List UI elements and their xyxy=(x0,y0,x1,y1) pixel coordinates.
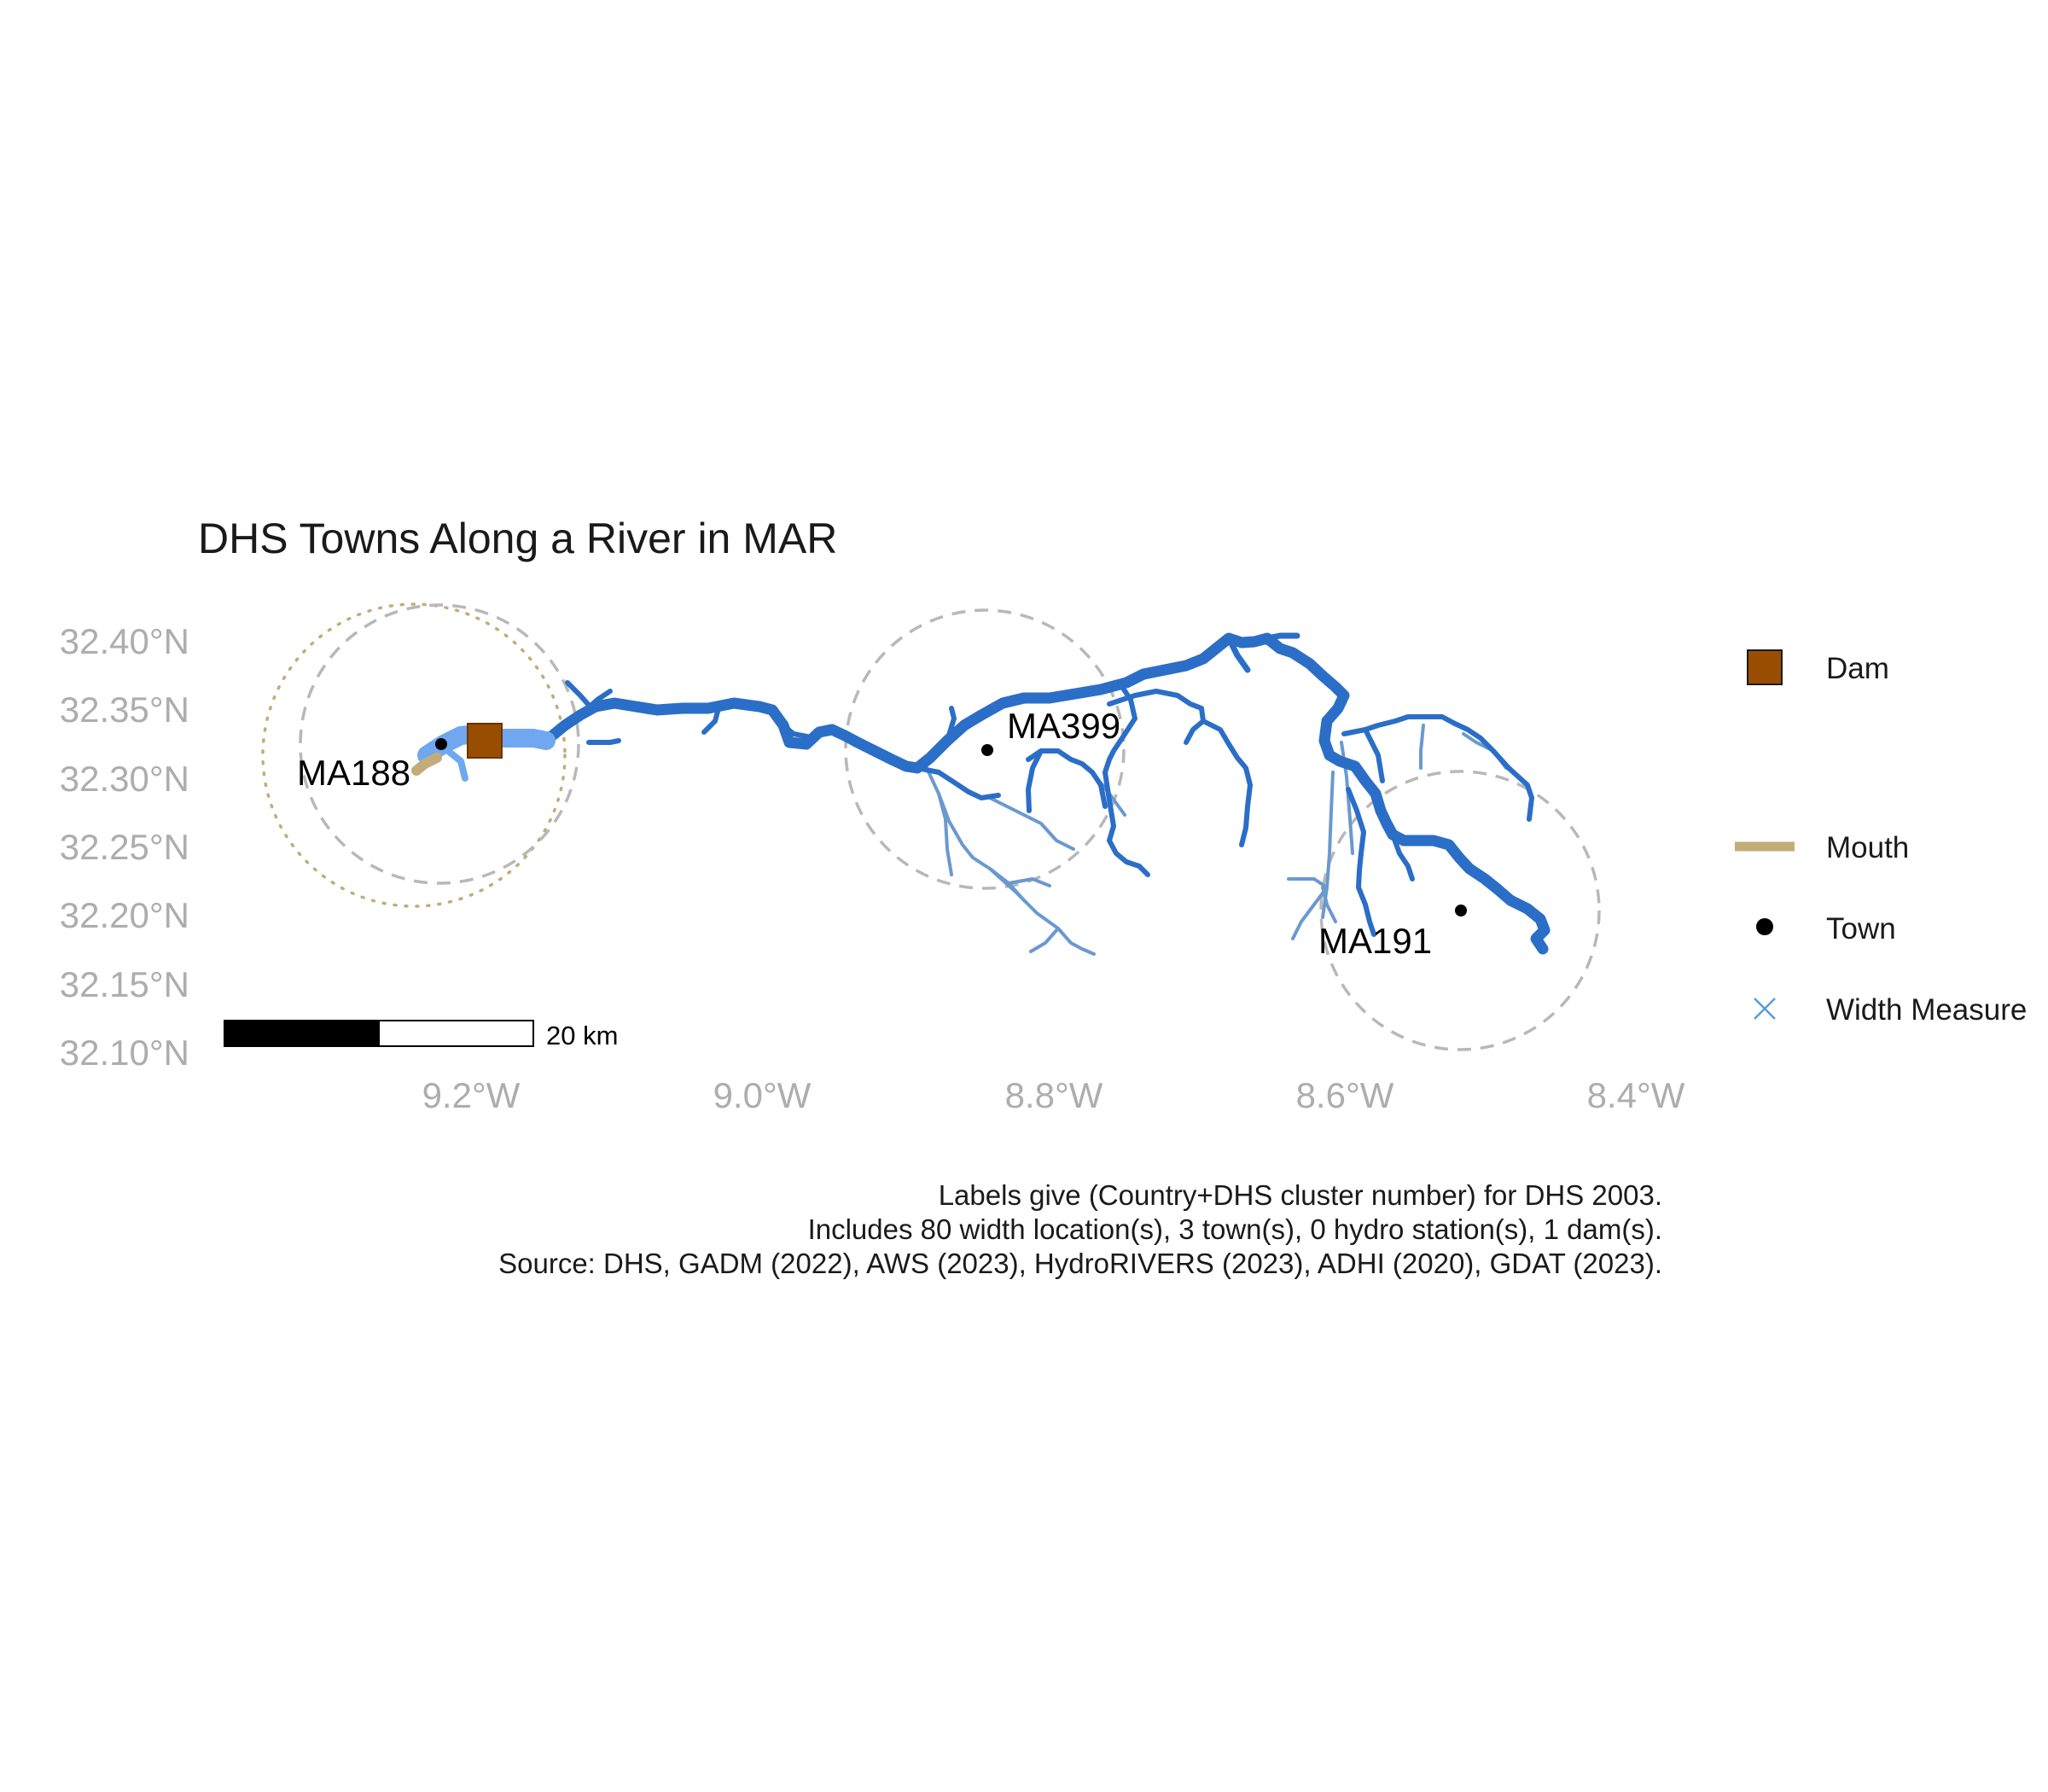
river-branch xyxy=(1107,689,1206,745)
river-branch xyxy=(1201,719,1253,847)
buffer-circles xyxy=(261,602,1601,1051)
x-tick-label: 9.0°W xyxy=(713,1075,812,1115)
river-mouth xyxy=(411,753,442,776)
river-branch xyxy=(915,765,1001,800)
dam-marker xyxy=(467,723,503,759)
caption-line: Source: DHS, GADM (2022), AWS (2023), Hy… xyxy=(498,1248,1662,1279)
legend-item-label: Town xyxy=(1826,912,1896,945)
town-marker xyxy=(981,744,993,756)
river-branch xyxy=(1026,748,1108,809)
legend-town-dot xyxy=(1756,918,1773,935)
scale-bar-label: 20 km xyxy=(546,1021,618,1050)
scale-bar-dark-segment xyxy=(224,1020,380,1047)
river-network xyxy=(540,632,1551,955)
tributary-line xyxy=(1029,927,1060,953)
tributary-line xyxy=(988,796,1075,851)
river-branch xyxy=(1264,632,1300,642)
main-river-stem xyxy=(540,632,1551,955)
y-tick-label: 32.25°N xyxy=(60,827,189,867)
x-tick-label: 8.4°W xyxy=(1587,1075,1685,1115)
tributary-line xyxy=(1321,886,1337,923)
river-branch xyxy=(701,706,721,735)
river-branch xyxy=(578,689,613,718)
legend-item-label: Dam xyxy=(1826,652,1889,685)
caption-line: Labels give (Country+DHS cluster number)… xyxy=(939,1179,1662,1211)
tributary-line xyxy=(1287,877,1329,889)
caption: Labels give (Country+DHS cluster number)… xyxy=(498,1179,1662,1279)
town-marker xyxy=(435,738,447,750)
river-branch xyxy=(1363,727,1385,783)
legend: Dam Mouth Town Width Measure xyxy=(1735,649,2027,1027)
y-tick-label: 32.10°N xyxy=(60,1033,189,1073)
x-axis: 9.2°W 9.0°W 8.8°W 8.6°W 8.4°W xyxy=(422,1075,1685,1115)
river-branch xyxy=(1341,714,1483,741)
river-branch xyxy=(1478,736,1534,822)
y-tick-label: 32.15°N xyxy=(60,964,189,1004)
river-branch xyxy=(945,706,957,743)
tributary-line xyxy=(1419,724,1425,770)
river-branch xyxy=(586,738,621,745)
x-tick-label: 8.8°W xyxy=(1005,1075,1103,1115)
y-axis: 32.40°N 32.35°N 32.30°N 32.25°N 32.20°N … xyxy=(60,621,189,1073)
x-tick-label: 9.2°W xyxy=(422,1075,521,1115)
x-tick-label: 8.6°W xyxy=(1296,1075,1394,1115)
legend-item-label: Width Measure xyxy=(1826,993,2027,1027)
towns: MA188 MA399 MA191 xyxy=(297,706,1467,961)
town-buffer-circle xyxy=(1319,770,1601,1051)
caption-line: Includes 80 width location(s), 3 town(s)… xyxy=(808,1213,1662,1245)
tributary-line xyxy=(1291,886,1329,940)
tributary-line xyxy=(1007,877,1051,887)
tributary-line xyxy=(937,792,953,876)
scale-bar: 20 km xyxy=(224,1020,618,1050)
river-branch xyxy=(1346,787,1376,937)
town-buffer-circle xyxy=(844,608,1126,890)
town-label: MA191 xyxy=(1318,921,1432,961)
scale-bar-light-segment xyxy=(378,1020,534,1047)
river-branch xyxy=(1225,635,1251,673)
y-tick-label: 32.35°N xyxy=(60,689,189,730)
town-buffer-circle xyxy=(299,603,580,885)
legend-dam-square xyxy=(1747,649,1783,685)
map-title: DHS Towns Along a River in MAR xyxy=(198,515,837,562)
town-label: MA188 xyxy=(297,753,410,793)
legend-item-label: Mouth xyxy=(1826,831,1909,864)
y-tick-label: 32.20°N xyxy=(60,895,189,935)
river-branch xyxy=(1103,684,1150,877)
y-tick-label: 32.30°N xyxy=(60,759,189,799)
river-branch xyxy=(1390,832,1415,881)
river-branch xyxy=(1026,748,1044,813)
river-branch xyxy=(781,723,813,740)
legend-cross-icon xyxy=(1754,998,1776,1020)
mouth-buffer-circle xyxy=(261,602,567,908)
y-tick-label: 32.40°N xyxy=(60,621,189,661)
town-label: MA399 xyxy=(1007,706,1120,746)
town-marker xyxy=(1455,905,1467,916)
